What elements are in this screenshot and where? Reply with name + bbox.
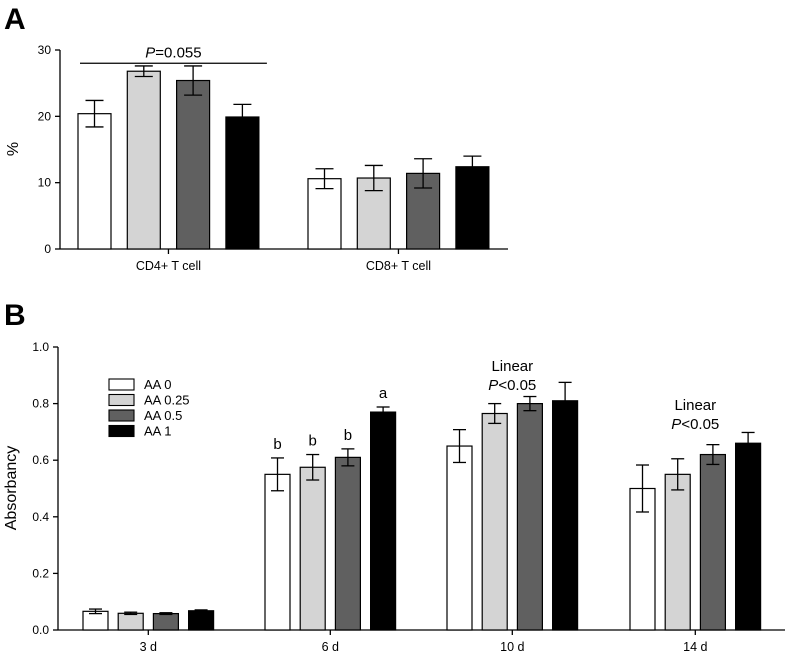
x-tick-label: CD8+ T cell <box>366 259 431 273</box>
legend-label: AA 0 <box>144 377 171 392</box>
bar <box>699 453 727 631</box>
p-value-annotation: P=0.055 <box>145 44 201 61</box>
bar <box>299 466 326 631</box>
y-tick-label: 30 <box>38 43 52 57</box>
bar <box>370 411 397 631</box>
bar <box>117 612 144 631</box>
legend-label: AA 0.5 <box>144 408 182 423</box>
bar <box>188 610 215 631</box>
y-tick-label: 20 <box>38 109 52 123</box>
x-tick-label: 10 d <box>500 640 524 652</box>
y-tick-label: 0.0 <box>32 623 49 637</box>
y-tick-label: 10 <box>38 176 52 190</box>
bar <box>481 412 508 631</box>
bar <box>264 473 291 631</box>
trend-annotation-p-value: P<0.05 <box>488 377 536 394</box>
y-tick-label: 1.0 <box>32 340 49 354</box>
y-tick-label: 0 <box>44 242 51 256</box>
bar <box>126 70 161 250</box>
trend-annotation-line1: Linear <box>674 397 716 414</box>
panel-a-plot: 0 10 20 30 CD4+ T cell CD8+ T cell P=0.055 <box>38 43 508 273</box>
panel-b-letter: B <box>4 299 26 332</box>
bar <box>664 473 691 631</box>
panel-b-y-axis-title: Absorbancy <box>3 446 20 531</box>
y-tick-label: 0.6 <box>32 453 49 467</box>
trend-annotation-line1: Linear <box>491 358 533 375</box>
panel-a-y-axis-title: % <box>5 142 22 156</box>
bar <box>446 445 473 631</box>
legend-label: AA 1 <box>144 424 171 439</box>
significance-letter: a <box>379 385 388 402</box>
y-tick-label: 0.4 <box>32 510 49 524</box>
significance-letter: b <box>309 433 317 450</box>
significance-letter: b <box>344 427 352 444</box>
legend-label: AA 0.25 <box>144 393 190 408</box>
bar <box>516 403 544 631</box>
panel-b-plot: 0.0 0.2 0.4 0.6 0.8 1.0 3 d 6 d 10 d 14 d b b b a Line… <box>32 340 785 652</box>
bar <box>77 113 112 250</box>
bar <box>334 456 361 631</box>
trend-annotation-p-value: P<0.05 <box>671 416 719 433</box>
legend-swatch <box>108 424 135 438</box>
x-tick-label: 3 d <box>140 640 157 652</box>
legend-swatch <box>108 393 135 407</box>
bar <box>734 442 762 631</box>
x-tick-label: 6 d <box>322 640 339 652</box>
bar <box>455 166 490 250</box>
panel-a-letter: A <box>4 3 26 36</box>
bar <box>225 116 260 250</box>
x-tick-label: 14 d <box>683 640 707 652</box>
legend-swatch <box>108 409 135 422</box>
bar <box>176 79 211 250</box>
bar <box>551 400 579 631</box>
y-tick-label: 0.8 <box>32 397 49 411</box>
y-tick-label: 0.2 <box>32 566 49 580</box>
bar <box>152 612 179 631</box>
significance-letter: b <box>273 436 281 453</box>
x-tick-label: CD4+ T cell <box>136 259 201 273</box>
legend-swatch <box>108 378 135 391</box>
